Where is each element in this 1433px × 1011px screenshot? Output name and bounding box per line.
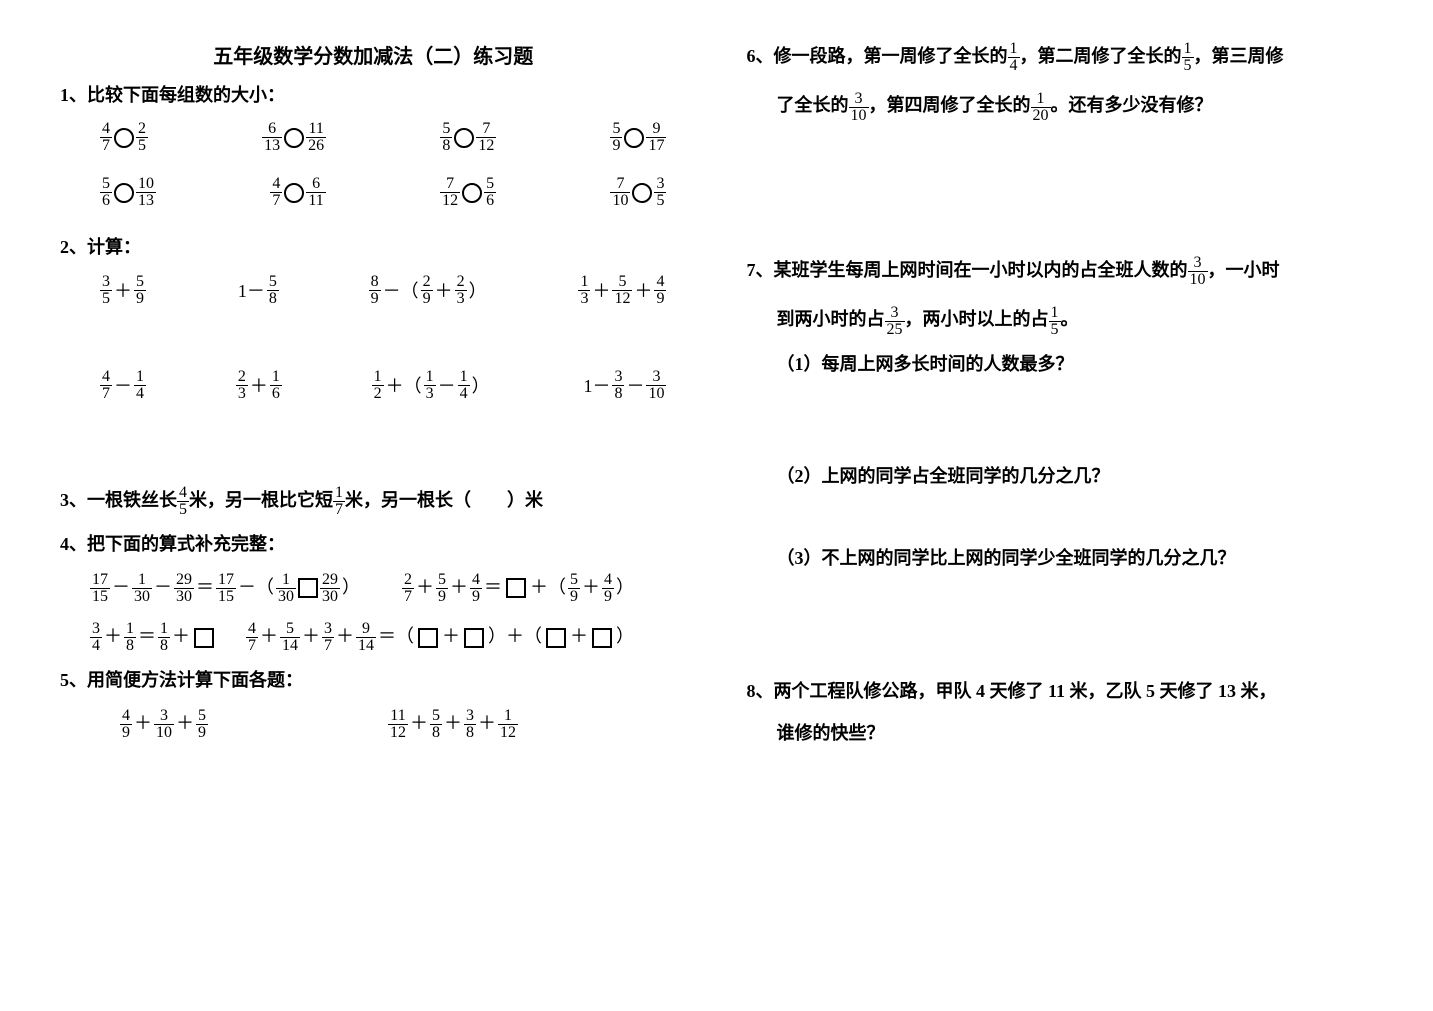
left-column: 五年级数学分数加减法（二）练习题 1、比较下面每组数的大小： 472561311… xyxy=(60,40,687,971)
q8-line1: 8、两个工程队修公路，甲队 4 天修了 11 米，乙队 5 天修了 13 米， xyxy=(747,675,1374,707)
right-column: 6、修一段路，第一周修了全长的14，第二周修了全长的15，第三周修 了全长的31… xyxy=(747,40,1374,971)
q7-sub3: （3）不上网的同学比上网的同学少全班同学的几分之几？ xyxy=(747,542,1374,574)
q6-line1: 6、修一段路，第一周修了全长的14，第二周修了全长的15，第三周修 xyxy=(747,40,1374,74)
q4-row1: 1715－130－2930＝1715－（1302930）27＋59＋49＝＋（5… xyxy=(60,571,687,605)
q2-label: 2、计算： xyxy=(60,231,687,263)
q6-line2: 了全长的310，第四周修了全长的120。还有多少没有修？ xyxy=(747,89,1374,123)
q8-line2: 谁修的快些？ xyxy=(747,717,1374,749)
q4-row2: 34＋18＝18＋47＋514＋37＋914＝（＋）＋（＋） xyxy=(60,620,687,654)
q5-row: 49＋310＋591112＋58＋38＋112 xyxy=(60,707,687,741)
q5-label: 5、用简便方法计算下面各题： xyxy=(60,664,687,696)
q7-line1: 7、某班学生每周上网时间在一小时以内的占全班人数的310，一小时 xyxy=(747,254,1374,288)
page-title: 五年级数学分数加减法（二）练习题 xyxy=(60,40,687,69)
q2-row2: 47－1423＋1612＋（13－14）1－38－310 xyxy=(60,369,687,402)
q3: 3、一根铁丝长45米，另一根比它短17米，另一根长（ ）米 xyxy=(60,484,687,518)
q7-sub2: （2）上网的同学占全班同学的几分之几？ xyxy=(747,460,1374,492)
q1-label: 1、比较下面每组数的大小： xyxy=(60,79,687,111)
q4-label: 4、把下面的算式补充完整： xyxy=(60,528,687,560)
q2-row1: 35＋591－5889－（29＋23）13＋512＋49 xyxy=(60,274,687,307)
q7-sub1: （1）每周上网多长时间的人数最多？ xyxy=(747,348,1374,380)
q7-line2: 到两小时的占325，两小时以上的占15。 xyxy=(747,303,1374,337)
q1-rows: 4725613112658712599175610134761171256710… xyxy=(60,121,687,209)
